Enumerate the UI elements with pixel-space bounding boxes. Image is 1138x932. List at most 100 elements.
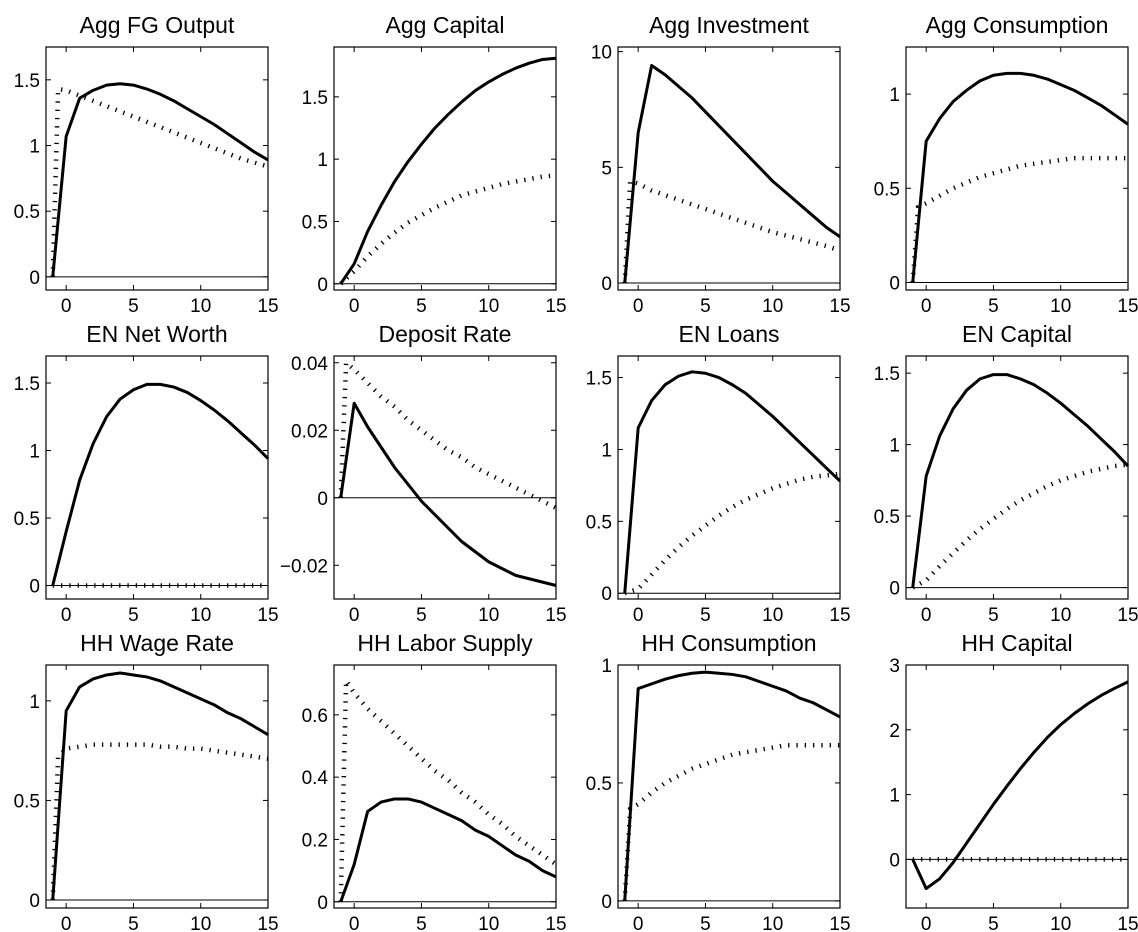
axes-box (45, 46, 269, 291)
series-line-solid (623, 64, 841, 284)
y-tick-label: 1.5 (874, 364, 900, 385)
chart-title: EN Net Worth (86, 321, 227, 347)
x-tick-label: 5 (128, 296, 139, 317)
chart-panel: Agg Capital 0 5 10 15 0 0.5 1 1.5 (302, 12, 567, 317)
x-tick-label: 0 (633, 296, 644, 317)
y-tick-label: 1 (889, 85, 900, 106)
x-tick-label: 5 (700, 605, 711, 626)
x-tick-label: 0 (633, 914, 644, 932)
chart-panel: HH Labor Supply 0 5 10 15 0 0.2 0.4 0.6 (302, 630, 567, 932)
y-tick-label: 1 (29, 692, 40, 713)
y-tick-label: 1.5 (302, 88, 328, 109)
x-tick-label: 15 (545, 605, 566, 626)
y-tick-label: 0.02 (291, 421, 328, 442)
y-tick-label: 1 (601, 656, 612, 677)
axes-box (333, 355, 557, 600)
x-tick-label: 0 (633, 605, 644, 626)
y-tick-label: 1 (29, 442, 40, 463)
axes-box (45, 355, 269, 600)
axes-box (617, 355, 841, 600)
chart-panel: Deposit Rate 0 5 10 15 −0.02 0 0.02 0.04 (280, 321, 567, 626)
y-tick-label: 0.5 (586, 774, 612, 795)
y-tick-label: 1.5 (14, 374, 40, 395)
x-tick-label: 5 (988, 914, 999, 932)
x-tick-label: 0 (61, 296, 72, 317)
y-tick-label: 0.5 (874, 507, 900, 528)
series-line-solid (911, 680, 1129, 891)
y-tick-label: 0 (29, 891, 40, 912)
series-line-dotted (910, 155, 1128, 283)
series-line-solid (51, 82, 269, 278)
x-tick-label: 0 (61, 914, 72, 932)
x-tick-label: 0 (61, 605, 72, 626)
chart-title: Deposit Rate (379, 321, 512, 347)
series-line-solid (339, 56, 557, 285)
chart-panel: HH Wage Rate 0 5 10 15 0 0.5 1 (14, 630, 279, 932)
x-tick-label: 5 (416, 914, 427, 932)
chart-panel: Agg Consumption 0 5 10 15 0 0.5 1 (874, 12, 1138, 317)
x-tick-label: 5 (988, 296, 999, 317)
axes-box (905, 46, 1129, 291)
x-tick-label: 5 (700, 914, 711, 932)
y-tick-label: 1.5 (586, 369, 612, 390)
chart-title: HH Capital (961, 630, 1072, 656)
x-tick-label: 15 (545, 296, 566, 317)
y-tick-label: 0 (889, 850, 900, 871)
axes-box (617, 664, 841, 909)
axes-box (45, 664, 269, 909)
x-tick-label: 0 (921, 914, 932, 932)
chart-panel: Agg FG Output 0 5 10 15 0 0.5 1 1.5 (14, 12, 279, 317)
series-line-dotted (338, 358, 558, 510)
y-tick-label: 0 (317, 893, 328, 914)
y-tick-label: 1 (889, 436, 900, 457)
x-tick-label: 15 (1117, 296, 1138, 317)
series-line-solid (51, 382, 270, 586)
x-tick-label: 10 (190, 914, 211, 932)
series-line-dotted (622, 742, 840, 902)
x-tick-label: 5 (128, 605, 139, 626)
series-line-solid (339, 401, 557, 587)
y-tick-label: 5 (601, 158, 612, 179)
y-tick-label: 1 (601, 440, 612, 461)
chart-title: Agg Consumption (926, 12, 1109, 38)
axes-box (905, 355, 1129, 600)
y-tick-label: 0 (601, 892, 612, 913)
series-line-dotted (339, 173, 557, 286)
x-tick-label: 15 (257, 605, 278, 626)
y-tick-label: 3 (889, 656, 900, 677)
axes-box (617, 46, 841, 291)
y-tick-label: 0.5 (586, 512, 612, 533)
x-tick-label: 10 (190, 605, 211, 626)
chart-panel: EN Loans 0 5 10 15 0 0.5 1 1.5 (586, 321, 851, 626)
x-tick-label: 10 (762, 296, 783, 317)
y-tick-label: 0.5 (14, 509, 40, 530)
x-tick-label: 5 (700, 296, 711, 317)
y-tick-label: 0.04 (291, 354, 328, 375)
y-tick-label: 0 (317, 275, 328, 296)
chart-title: EN Loans (678, 321, 779, 347)
x-tick-label: 10 (478, 914, 499, 932)
chart-title: HH Wage Rate (80, 630, 234, 656)
chart-title: EN Capital (962, 321, 1072, 347)
y-tick-label: 1 (29, 137, 40, 158)
x-tick-label: 10 (762, 914, 783, 932)
series-line-solid (623, 670, 841, 902)
y-tick-label: 0.2 (302, 830, 328, 851)
x-tick-label: 10 (478, 605, 499, 626)
x-tick-label: 5 (128, 914, 139, 932)
x-tick-label: 10 (1050, 605, 1071, 626)
y-tick-label: 1.5 (14, 71, 40, 92)
series-line-solid (51, 671, 269, 901)
y-tick-label: 10 (591, 43, 612, 64)
y-tick-label: 0 (889, 579, 900, 600)
y-tick-label: 0 (29, 268, 40, 289)
y-tick-label: 1 (317, 150, 328, 171)
chart-panel: Agg Investment 0 5 10 15 0 5 10 (591, 12, 851, 317)
x-tick-label: 0 (349, 296, 360, 317)
y-tick-label: 0 (317, 489, 328, 510)
series-line-dotted (50, 742, 269, 901)
series-line-dotted (338, 673, 558, 902)
x-tick-label: 15 (829, 914, 850, 932)
axes-box (333, 664, 557, 909)
x-tick-label: 10 (762, 605, 783, 626)
